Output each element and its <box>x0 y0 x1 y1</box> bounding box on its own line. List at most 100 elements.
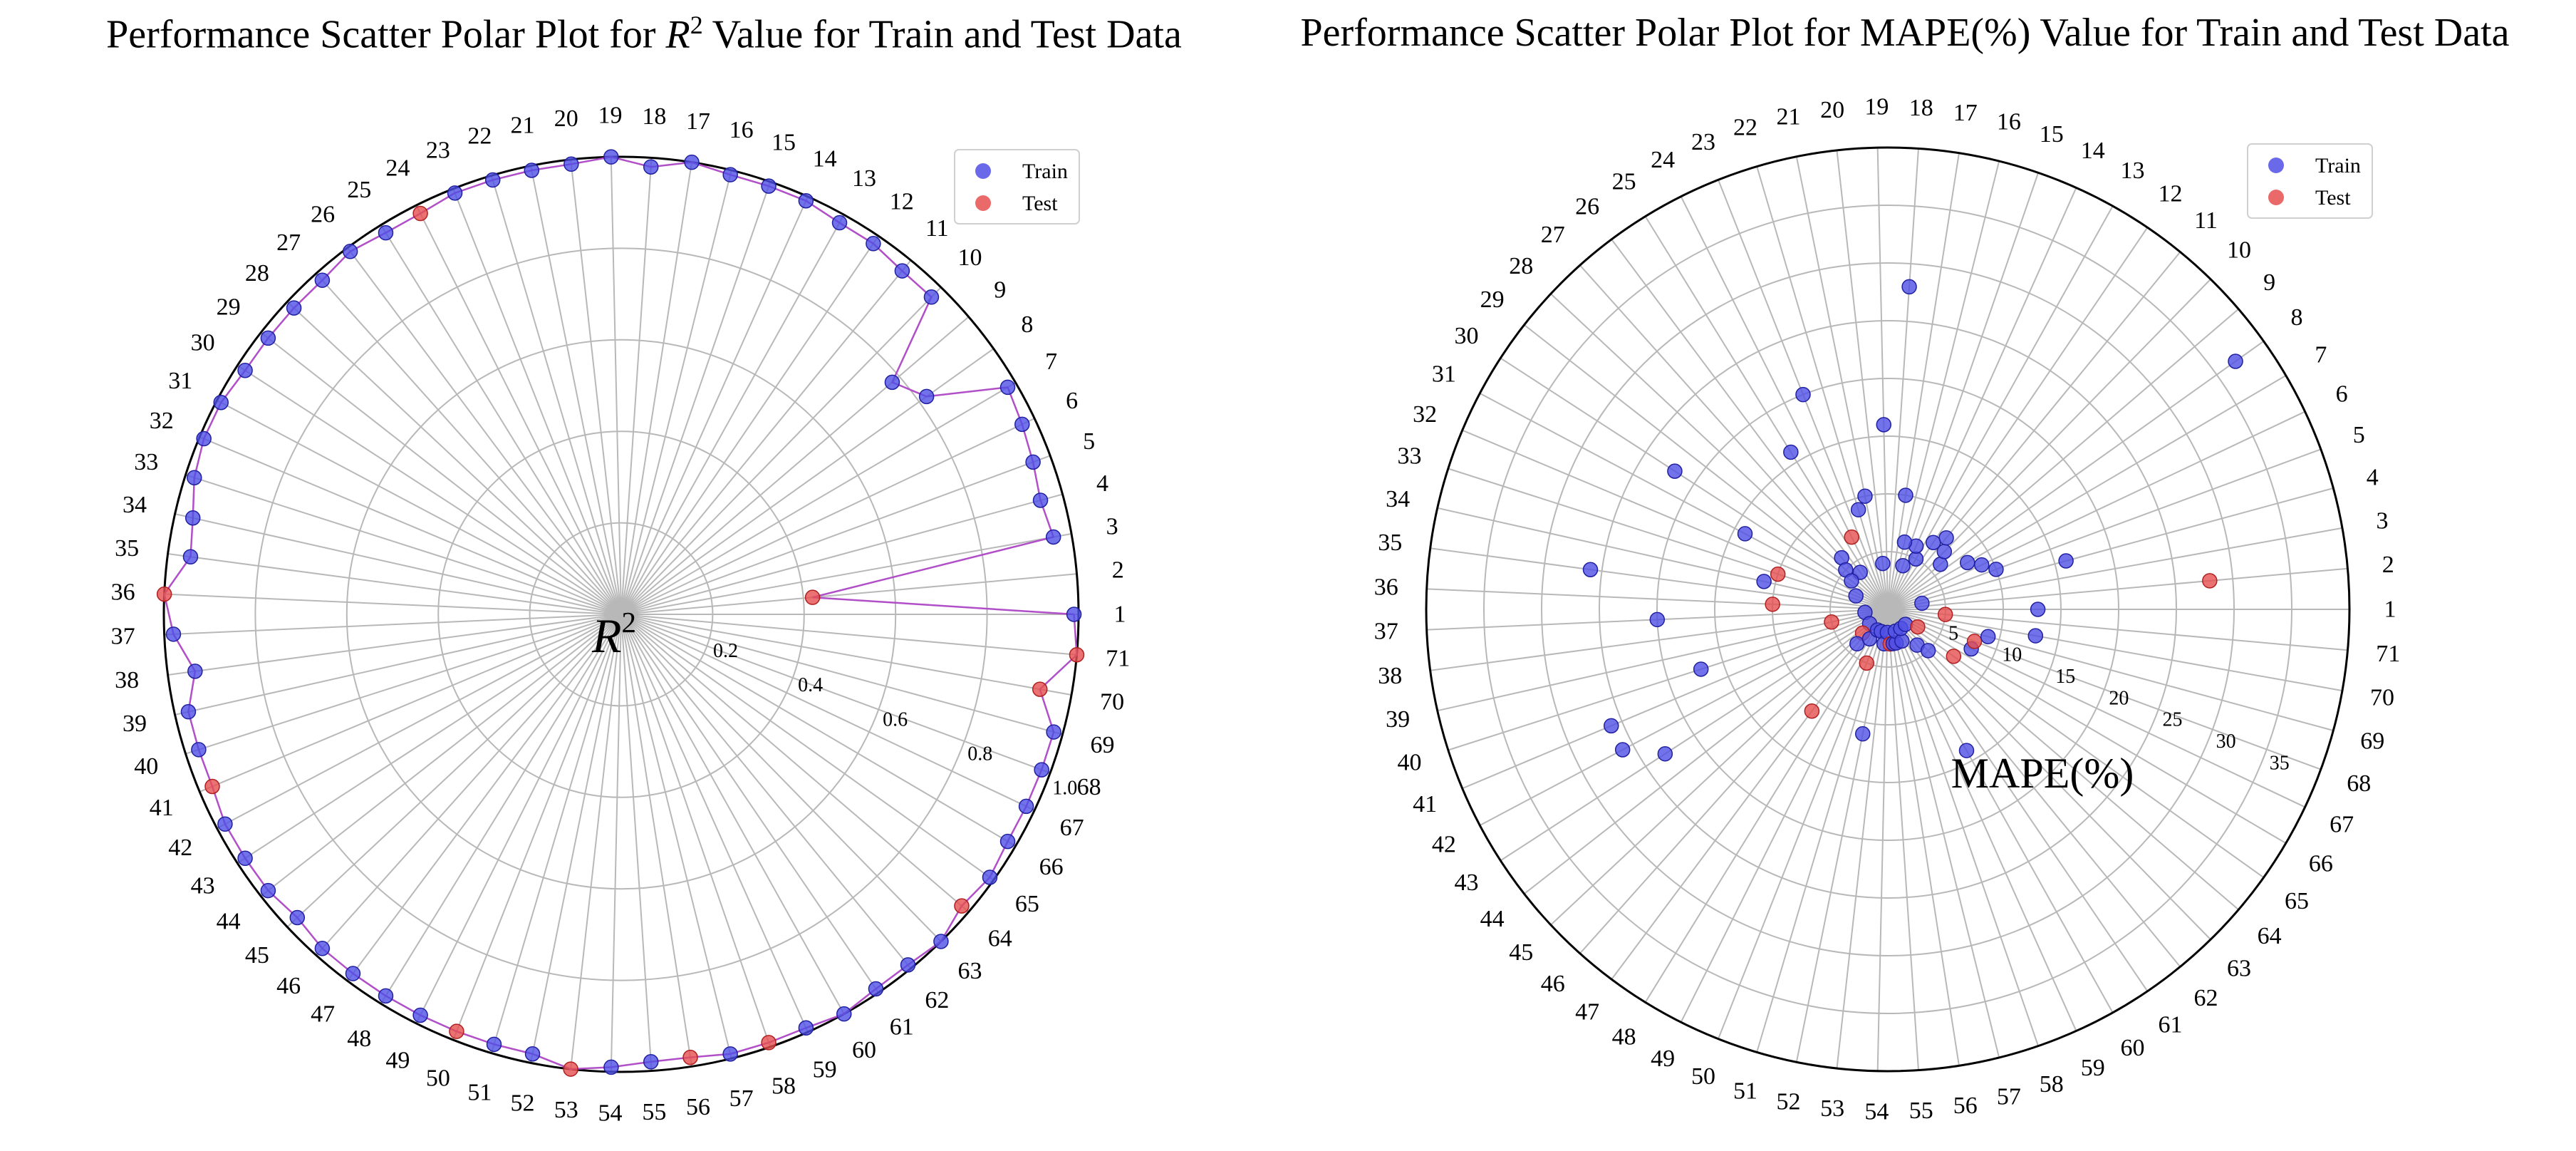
angular-tick-label: 34 <box>123 492 147 518</box>
angular-gridline <box>260 331 622 615</box>
angular-tick-label: 42 <box>168 835 192 861</box>
train-point <box>191 742 207 758</box>
angular-tick-label: 25 <box>347 177 371 203</box>
train-point <box>314 272 331 288</box>
train-point <box>982 869 998 885</box>
angular-gridline <box>286 614 622 928</box>
angular-gridline <box>1887 148 1919 610</box>
radial-tick-label: 0.8 <box>967 743 992 765</box>
radial-tick-label: 20 <box>2109 687 2129 709</box>
r2-polar-plot: 1234567891011121314151617181920212223242… <box>111 103 1131 1127</box>
angular-tick-label: 69 <box>2360 728 2384 754</box>
train-point <box>378 988 394 1004</box>
angular-gridline <box>346 614 622 981</box>
angular-gridline <box>530 165 622 615</box>
angular-gridline <box>530 614 622 1063</box>
angular-gridline <box>1887 251 2181 610</box>
test-point <box>1966 634 1983 649</box>
angular-tick-label: 59 <box>813 1057 837 1083</box>
angular-tick-label: 40 <box>134 753 158 780</box>
train-point <box>524 1046 541 1062</box>
angular-gridline <box>570 614 622 1070</box>
angular-tick-label: 54 <box>598 1100 623 1126</box>
angular-tick-label: 51 <box>1733 1078 1757 1105</box>
train-point <box>345 966 361 981</box>
angular-tick-label: 23 <box>1691 129 1715 155</box>
angular-gridline <box>452 188 622 615</box>
test-point <box>1804 703 1820 719</box>
angular-tick-label: 44 <box>217 909 241 935</box>
angular-tick-label: 27 <box>1541 222 1565 248</box>
train-point <box>1974 557 1990 573</box>
angular-gridline <box>620 614 845 1015</box>
polar-grid <box>164 157 1079 1072</box>
angular-tick-label: 41 <box>150 795 174 821</box>
train-point <box>2030 602 2046 617</box>
angular-tick-label: 64 <box>2258 923 2282 949</box>
test-point <box>1770 566 1786 582</box>
angular-gridline <box>620 214 845 615</box>
angular-gridline <box>620 382 1017 615</box>
angular-tick-label: 29 <box>1480 287 1505 313</box>
train-point <box>999 379 1016 396</box>
angular-tick-label: 9 <box>994 277 1006 303</box>
angular-tick-label: 21 <box>511 112 535 138</box>
angular-tick-label: 16 <box>729 117 754 143</box>
mape-chart-panel: Performance Scatter Polar Plot for MAPE(… <box>1261 0 2549 1151</box>
angular-tick-label: 65 <box>1015 891 1039 917</box>
angular-gridline <box>260 614 622 897</box>
angular-gridline <box>1887 609 2211 940</box>
test-point <box>804 589 821 605</box>
angular-gridline <box>1887 609 2287 844</box>
angular-gridline <box>620 614 994 881</box>
angular-gridline <box>620 170 732 615</box>
angular-tick-label: 42 <box>1432 831 1456 857</box>
train-point <box>1895 557 1911 574</box>
angular-tick-label: 71 <box>2376 641 2400 667</box>
angular-tick-label: 67 <box>1060 815 1084 841</box>
angular-gridline <box>1887 609 2343 692</box>
angular-gridline <box>1887 411 2306 610</box>
angular-gridline <box>620 196 809 615</box>
angular-tick-label: 1 <box>2384 597 2396 623</box>
train-point <box>868 981 884 997</box>
angular-tick-label: 23 <box>426 137 450 163</box>
train-point <box>342 244 358 259</box>
train-point <box>260 882 276 899</box>
angular-tick-label: 36 <box>1374 574 1398 600</box>
angular-gridline <box>1887 160 2000 610</box>
angular-gridline <box>1887 609 2149 992</box>
legend-test-label: Test <box>1022 192 1058 215</box>
train-point <box>1988 562 2004 577</box>
train-point <box>923 289 940 305</box>
angular-tick-label: 7 <box>1045 349 1057 375</box>
angular-gridline <box>217 614 622 830</box>
radial-tick-label: 0.6 <box>883 708 908 731</box>
train-point <box>603 149 619 165</box>
radial-tick-label: 1.0 <box>1052 777 1077 799</box>
angular-gridline <box>175 513 622 615</box>
angular-gridline <box>620 614 1063 735</box>
train-point <box>486 1036 502 1053</box>
train-point <box>1933 557 1948 572</box>
angular-tick-label: 18 <box>642 103 666 130</box>
radial-tick-label: 10 <box>2002 644 2022 666</box>
angular-gridline <box>620 614 732 1059</box>
angular-gridline <box>1448 468 1889 610</box>
train-point <box>1032 492 1049 508</box>
radial-tick-labels: 5 10 15 20 25 30 35 <box>1948 622 2290 774</box>
angular-gridline <box>620 158 653 615</box>
test-point <box>761 1035 777 1051</box>
angular-gridline <box>1887 308 2239 610</box>
angular-tick-label: 11 <box>925 215 949 242</box>
angular-gridline <box>1756 609 1889 1053</box>
angular-tick-label: 21 <box>1777 103 1801 130</box>
angular-gridline <box>610 614 622 1072</box>
angular-tick-label: 28 <box>1509 253 1533 279</box>
r2-chart-panel: Performance Scatter Polar Plot for R2 Va… <box>106 11 1182 1127</box>
test-point <box>1765 597 1780 612</box>
angular-gridline <box>316 272 622 615</box>
train-point <box>237 850 253 867</box>
angular-gridline <box>1644 216 1889 610</box>
train-point <box>185 510 201 526</box>
